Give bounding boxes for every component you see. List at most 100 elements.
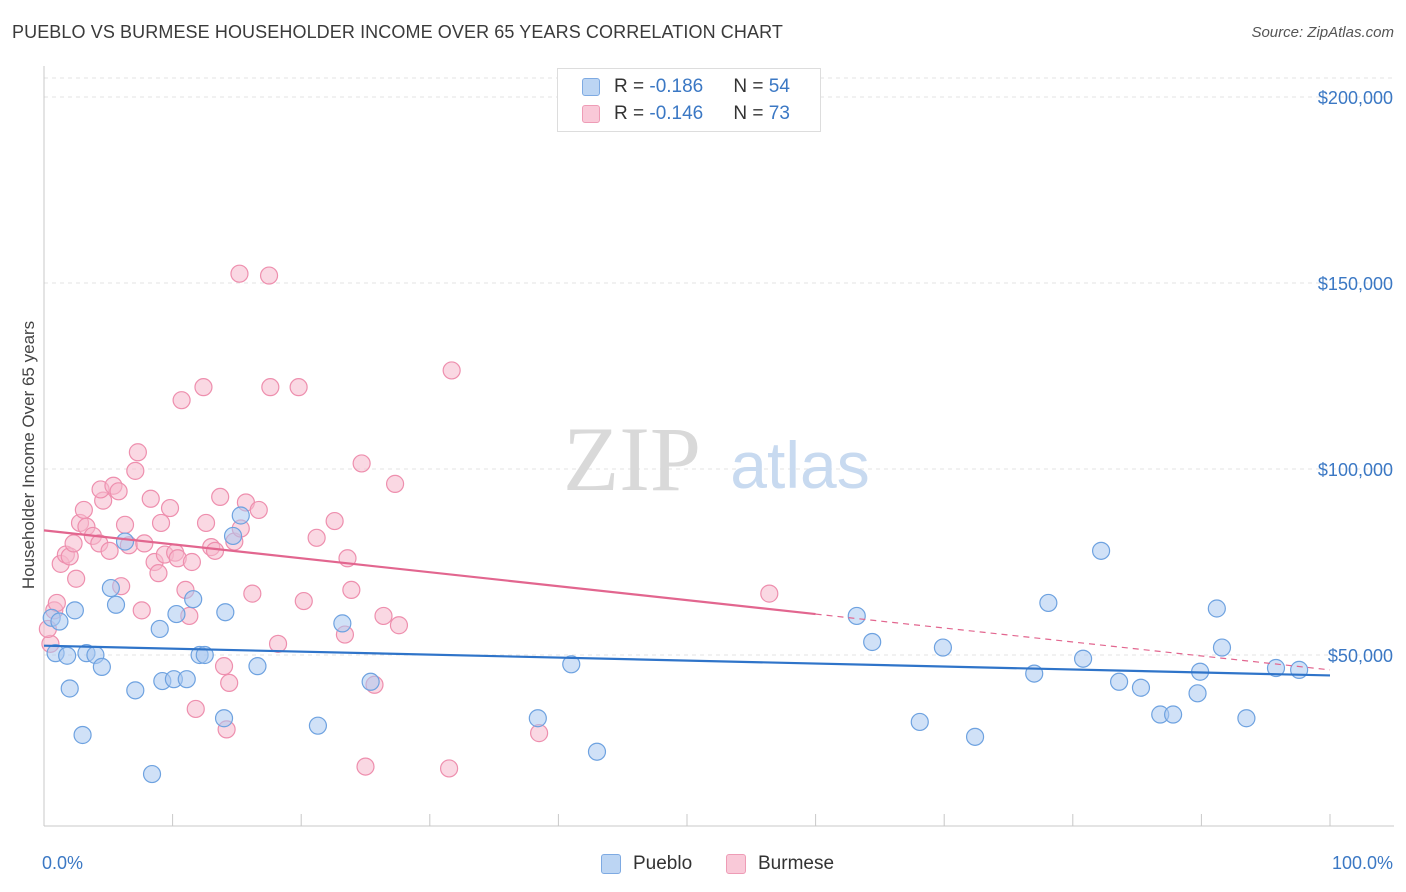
- burmese-point: [442, 361, 461, 380]
- pueblo-point: [1109, 672, 1129, 691]
- burmese-point: [439, 759, 459, 778]
- watermark-zip: ZIP: [563, 408, 701, 510]
- burmese-point: [67, 569, 86, 588]
- pueblo-point: [1131, 678, 1151, 697]
- burmese-trend-extension: [815, 613, 1331, 671]
- burmese-r-value: -0.146: [649, 103, 704, 124]
- pueblo-point: [126, 681, 145, 700]
- legend-row-pueblo: R = -0.186 N = 54: [582, 75, 790, 99]
- pueblo-point: [150, 619, 169, 639]
- watermark: ZIP atlas: [563, 408, 870, 510]
- burmese-point: [259, 266, 279, 285]
- pueblo-point: [184, 590, 203, 609]
- pueblo-points: [42, 506, 1309, 784]
- pueblo-point: [58, 646, 77, 665]
- pueblo-point: [308, 716, 328, 735]
- pueblo-point: [965, 727, 985, 746]
- grid-lines: [44, 77, 1394, 656]
- pueblo-point: [216, 603, 235, 622]
- pueblo-point: [1266, 658, 1286, 678]
- y-tick-label: $200,000: [1318, 88, 1393, 108]
- chart-title: PUEBLO VS BURMESE HOUSEHOLDER INCOME OVE…: [12, 22, 783, 42]
- burmese-point: [307, 528, 326, 547]
- pueblo-point: [562, 655, 581, 674]
- pueblo-point: [1212, 638, 1232, 657]
- pueblo-point: [223, 526, 243, 546]
- burmese-n-value: 73: [768, 103, 790, 124]
- pueblo-point: [167, 604, 186, 624]
- pueblo-point: [1207, 599, 1226, 618]
- burmese-point: [115, 515, 135, 534]
- burmese-point: [220, 673, 239, 693]
- pueblo-point: [115, 532, 135, 551]
- x-tick-label: 0.0%: [42, 853, 83, 873]
- burmese-r-label: R =: [614, 103, 650, 124]
- burmese-point: [214, 657, 234, 676]
- pueblo-point: [1164, 705, 1183, 724]
- burmese-point: [135, 534, 154, 553]
- burmese-point: [186, 699, 205, 719]
- burmese-point: [356, 757, 375, 776]
- burmese-point: [196, 513, 216, 533]
- pueblo-point: [73, 725, 92, 745]
- burmese-point: [109, 482, 128, 501]
- pueblo-point: [1073, 649, 1093, 668]
- pueblo-point: [1237, 709, 1256, 728]
- pueblo-point: [910, 712, 929, 732]
- y-tick-label: $50,000: [1328, 646, 1393, 666]
- pueblo-point: [933, 638, 953, 657]
- burmese-point: [289, 378, 308, 397]
- burmese-point: [342, 580, 361, 600]
- burmese-point: [74, 500, 93, 520]
- burmese-points: [38, 264, 779, 778]
- legend: R = -0.186 N = 54 R = -0.146 N = 73: [557, 68, 821, 132]
- source-label: Source: ZipAtlas.com: [1251, 24, 1394, 41]
- pueblo-point: [177, 670, 196, 689]
- burmese-point: [194, 378, 213, 397]
- burmese-point: [325, 511, 344, 531]
- pueblo-point: [847, 606, 866, 626]
- burmese-point: [141, 489, 160, 508]
- pueblo-n-label: N =: [733, 76, 769, 97]
- bottom-pueblo-swatch: [601, 854, 621, 874]
- pueblo-point: [92, 657, 111, 677]
- burmese-point: [151, 513, 171, 533]
- pueblo-trend-line: [43, 644, 1331, 677]
- y-axis-title: Householder Income Over 65 years: [19, 321, 38, 589]
- burmese-point: [261, 378, 280, 397]
- tick-labels: $50,000 $100,000 $150,000 $200,000 0.0% 100.0…: [42, 88, 1393, 873]
- pueblo-point: [1091, 541, 1111, 560]
- pueblo-point: [231, 506, 250, 525]
- burmese-point: [126, 461, 145, 480]
- burmese-point: [268, 634, 288, 653]
- burmese-point: [211, 487, 230, 506]
- pueblo-point: [1039, 593, 1058, 613]
- burmese-point: [182, 552, 201, 572]
- pueblo-point: [106, 595, 126, 614]
- burmese-point: [352, 454, 371, 473]
- pueblo-point: [101, 578, 120, 598]
- pueblo-r-label: R =: [614, 76, 650, 97]
- burmese-n-label: N =: [733, 103, 769, 124]
- bottom-legend-pueblo: Pueblo: [601, 852, 692, 876]
- bottom-burmese-swatch: [726, 854, 746, 874]
- burmese-point: [374, 606, 393, 626]
- burmese-point: [149, 564, 168, 583]
- pueblo-point: [142, 764, 162, 784]
- pueblo-point: [361, 672, 380, 691]
- burmese-point: [243, 584, 262, 603]
- pueblo-point: [50, 612, 69, 631]
- burmese-swatch: [582, 105, 600, 123]
- burmese-point: [172, 391, 191, 410]
- pueblo-r-value: -0.186: [649, 76, 704, 97]
- legend-row-burmese: R = -0.146 N = 73: [582, 102, 790, 126]
- burmese-point: [385, 474, 405, 493]
- pueblo-point: [65, 601, 84, 620]
- pueblo-point: [587, 742, 607, 761]
- burmese-point: [128, 443, 147, 462]
- burmese-point: [249, 500, 268, 520]
- pueblo-point: [214, 709, 234, 728]
- burmese-point: [205, 541, 225, 560]
- pueblo-point: [60, 679, 79, 698]
